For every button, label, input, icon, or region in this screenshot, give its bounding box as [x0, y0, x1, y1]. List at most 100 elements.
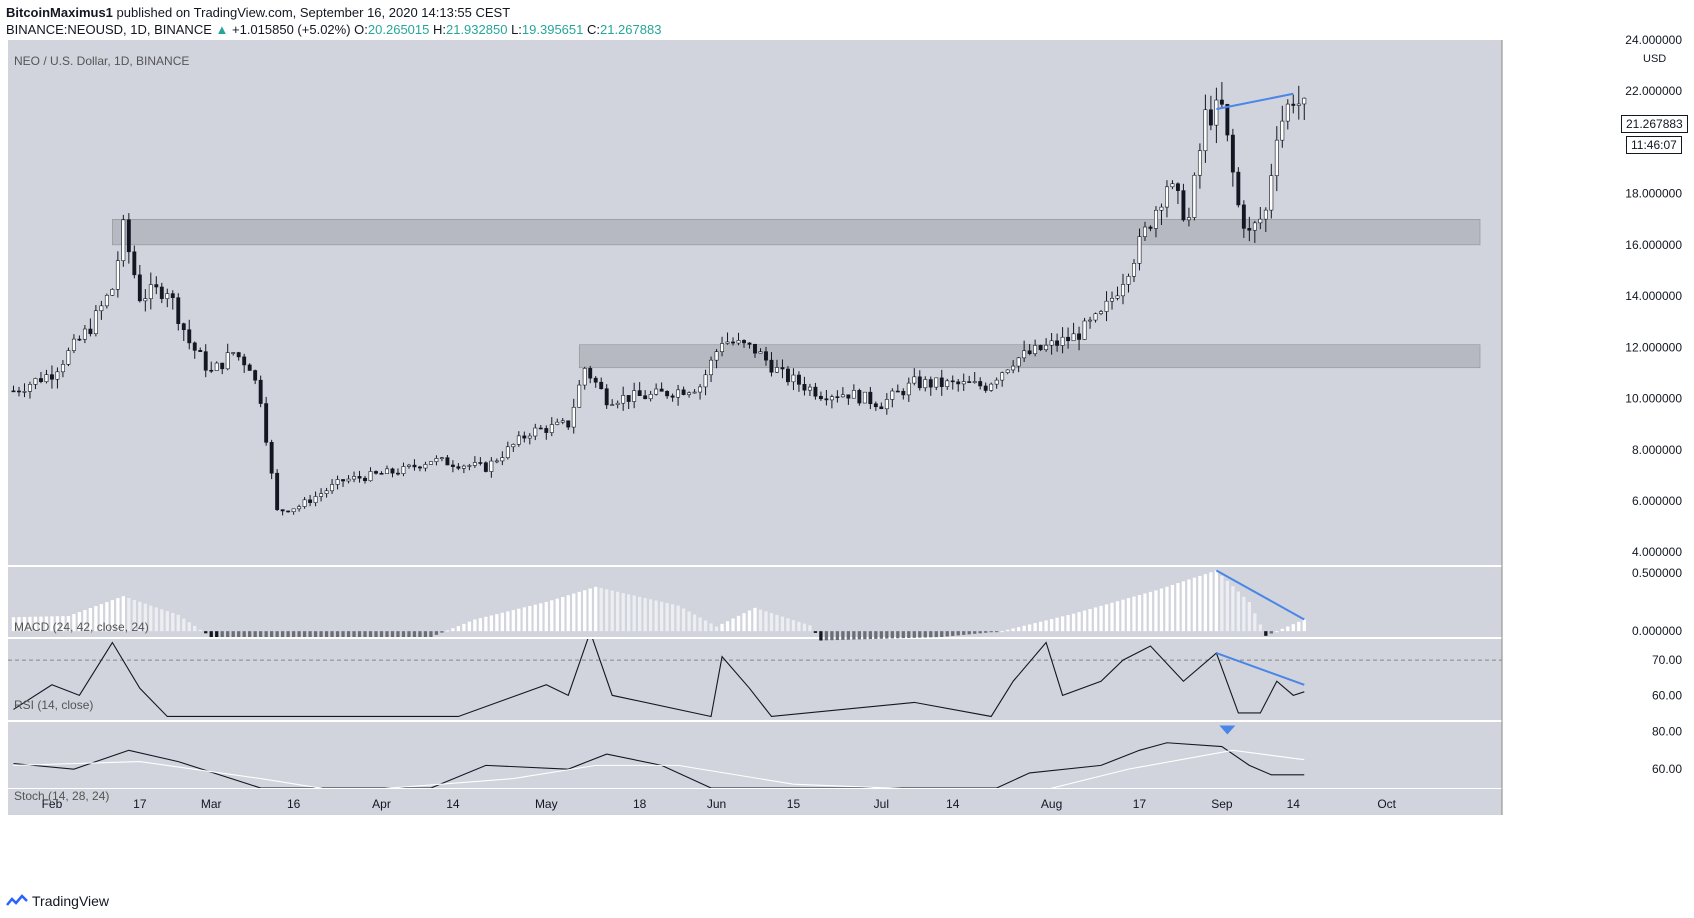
candle-body [324, 490, 329, 494]
macd-bar [1082, 610, 1087, 632]
candle-body [82, 328, 87, 340]
footer-brand[interactable]: TradingView [6, 893, 109, 909]
macd-bar [171, 612, 175, 632]
macd-bar [643, 598, 647, 632]
macd-bar [412, 631, 417, 637]
macd-bar [379, 631, 384, 637]
open-value: 20.265015 [367, 22, 430, 37]
candle-body [621, 395, 626, 404]
macd-bar [605, 589, 609, 632]
candle-body [192, 342, 197, 351]
macd-bar [1132, 596, 1136, 632]
candle-body [857, 390, 862, 404]
candle-body [428, 461, 433, 465]
macd-tick-label: 0.500000 [1632, 566, 1682, 580]
macd-bar [665, 603, 669, 632]
candle-body [39, 378, 43, 383]
candle-body [500, 457, 505, 462]
candle-body [55, 371, 60, 380]
macd-bar [33, 616, 38, 632]
candle-body [818, 395, 823, 400]
candle-body [60, 364, 65, 373]
macd-bar [313, 631, 318, 637]
macd-bar [1027, 624, 1032, 632]
chart-canvas[interactable]: 24.00000022.00000020.00000018.00000016.0… [0, 0, 1694, 890]
candle-body [780, 367, 785, 370]
candle-body [363, 477, 367, 482]
candle-body [989, 383, 994, 391]
candle-body [1219, 99, 1224, 105]
candle-body [291, 508, 296, 513]
candle-body [489, 460, 494, 472]
candle-body [1060, 336, 1065, 346]
macd-trendline [1215, 569, 1305, 621]
candle-body [720, 343, 724, 352]
macd-bar [1192, 577, 1197, 632]
candle-body [516, 435, 521, 445]
macd-bar [572, 593, 576, 632]
macd-bar [720, 623, 724, 632]
candle-body [1011, 365, 1016, 371]
time-axis-bar [8, 789, 1502, 815]
time-tick-label: 17 [133, 797, 147, 811]
macd-bar [456, 626, 461, 632]
macd-bar [901, 631, 905, 639]
candle-body [571, 406, 576, 428]
candle-body [1027, 350, 1032, 355]
candle-body [176, 297, 181, 324]
candle-body [593, 377, 598, 383]
rsi-line [13, 639, 1305, 718]
candle-body [33, 378, 38, 385]
macd-bar [308, 631, 312, 637]
macd-bar [747, 610, 752, 632]
candle-body [807, 386, 812, 391]
macd-bar [989, 631, 993, 633]
candle-body [884, 399, 889, 410]
countdown-tag: 11:46:07 [1626, 136, 1682, 154]
macd-bar [659, 601, 664, 632]
candle-body [961, 381, 966, 385]
macd-bar [1247, 602, 1251, 632]
candle-body [49, 374, 54, 380]
macd-bar [731, 618, 735, 632]
candle-body [851, 390, 856, 399]
candle-body [764, 351, 768, 361]
macd-bar [489, 615, 494, 632]
candle-body [418, 466, 422, 469]
macd-bar [742, 613, 746, 632]
macd-bar [984, 631, 988, 633]
macd-bar [500, 612, 504, 632]
macd-bar [324, 631, 329, 637]
stoch-tick-label: 80.00 [1652, 724, 1682, 738]
macd-bar [1006, 629, 1010, 632]
macd-bar [1258, 624, 1262, 632]
macd-bar [39, 616, 43, 632]
macd-bar [50, 616, 54, 632]
macd-bar [709, 623, 713, 632]
macd-bar [1275, 631, 1279, 633]
candle-body [577, 384, 582, 408]
candle-body [796, 374, 801, 385]
macd-bar [885, 631, 889, 639]
candle-body [906, 382, 911, 396]
change-value: +1.015850 (+5.02%) [232, 22, 351, 37]
candle-body [840, 394, 845, 398]
candle-body [1159, 206, 1164, 211]
macd-bar [1126, 598, 1131, 632]
low-value: 19.395651 [521, 22, 584, 37]
candle-body [983, 385, 988, 391]
candle-body [137, 274, 142, 302]
candle-body [615, 402, 620, 405]
time-tick-label: 16 [287, 797, 301, 811]
author-name[interactable]: BitcoinMaximus1 [6, 5, 113, 20]
candle-body [1055, 340, 1060, 346]
candle-body [665, 391, 670, 397]
macd-bar [769, 613, 774, 632]
candle-body [895, 390, 900, 393]
macd-bar [280, 631, 285, 637]
macd-bar [269, 631, 274, 637]
candle-body [494, 460, 499, 463]
candle-body [654, 388, 659, 395]
macd-tick-label: 0.000000 [1632, 624, 1682, 638]
candle-body [505, 446, 510, 458]
